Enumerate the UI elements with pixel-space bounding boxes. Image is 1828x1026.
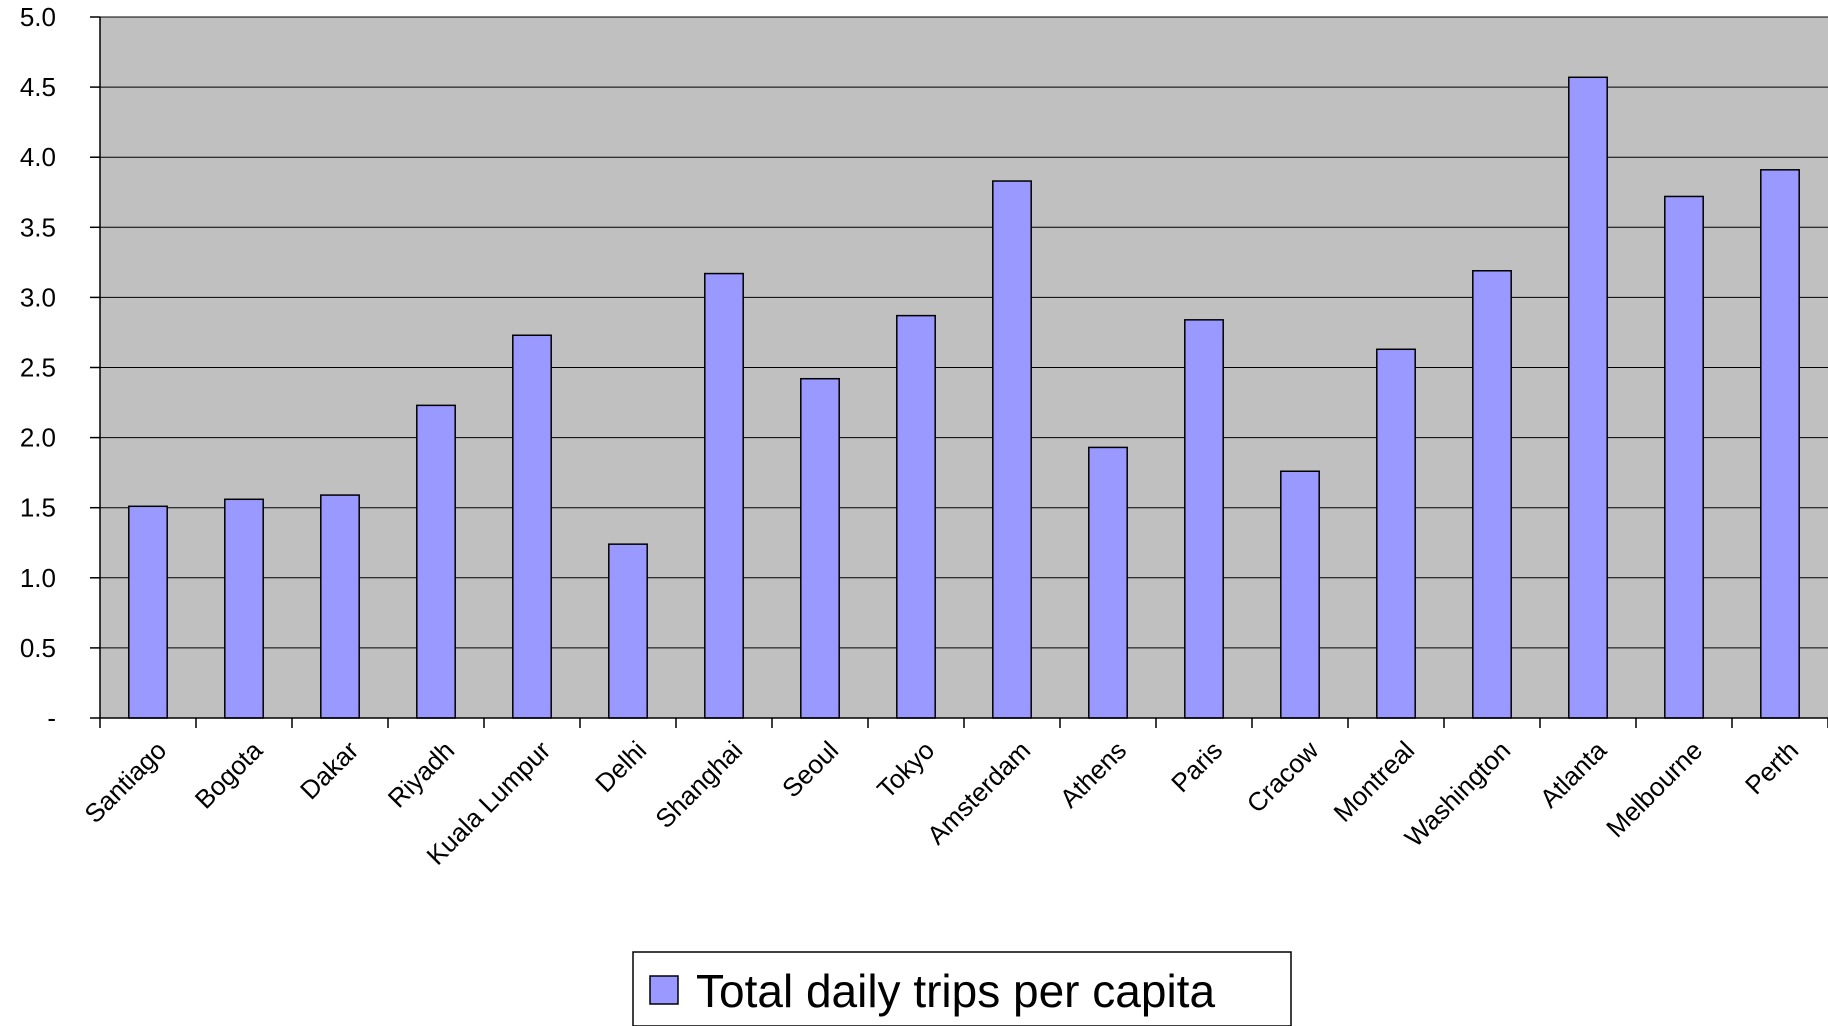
x-tick-label: Riyadh (382, 735, 460, 813)
bar-seoul (800, 377, 840, 719)
legend-label: Total daily trips per capita (696, 965, 1215, 1017)
gridlines (100, 16, 1828, 649)
y-tick-label: 5.0 (20, 2, 56, 32)
bar-kuala-lumpur (512, 334, 552, 719)
bar-melbourne (1664, 195, 1704, 719)
y-tick-label: 2.5 (20, 353, 56, 383)
x-tick-label: Paris (1165, 735, 1228, 798)
bar-bogota (224, 498, 264, 719)
x-tick-label: Atlanta (1534, 735, 1613, 814)
y-tick-label: 4.5 (20, 72, 56, 102)
y-tick-label: 3.5 (20, 212, 56, 242)
y-tick-label: 2.0 (20, 423, 56, 453)
bar-delhi (608, 543, 648, 719)
y-tick-label: 3.0 (20, 282, 56, 312)
y-tick-label: 0.5 (20, 633, 56, 663)
bar-perth (1760, 169, 1800, 719)
x-tick-label: Bogota (189, 735, 269, 815)
x-tick-label: Cracow (1241, 735, 1325, 819)
x-tick-label: Shanghai (649, 735, 748, 834)
x-axis-ticks (99, 718, 1828, 728)
x-tick-label: Tokyo (871, 735, 940, 804)
bar-athens (1088, 446, 1128, 719)
bar-riyadh (416, 404, 456, 719)
x-tick-label: Dakar (294, 735, 364, 805)
bars (128, 76, 1800, 719)
x-tick-label: Seoul (776, 735, 844, 803)
bar-shanghai (704, 272, 744, 719)
bar-washington (1472, 270, 1512, 719)
y-tick-label: 1.5 (20, 493, 56, 523)
bar-amsterdam (992, 180, 1032, 719)
bar-cracow (1280, 470, 1320, 719)
legend-swatch (649, 975, 679, 1005)
legend-box (632, 951, 1292, 1026)
y-tick-label: 1.0 (20, 563, 56, 593)
x-tick-label: Santiago (78, 735, 172, 829)
x-tick-label: Delhi (589, 735, 652, 798)
y-tick-label: - (47, 703, 56, 733)
bar-montreal (1376, 348, 1416, 719)
bar-tokyo (896, 314, 936, 719)
bar-paris (1184, 319, 1224, 719)
bar-atlanta (1568, 76, 1608, 719)
bar-santiago (128, 505, 168, 719)
x-tick-label: Perth (1739, 735, 1804, 800)
y-axis-ticks: - 0.5 1.0 1.5 2.0 2.5 3.0 3.5 4.0 4.5 5.0 (20, 2, 100, 733)
y-tick-label: 4.0 (20, 142, 56, 172)
bar-dakar (320, 494, 360, 719)
legend: Total daily trips per capita (632, 951, 1292, 1026)
x-tick-label: Amsterdam (921, 735, 1036, 850)
x-tick-label: Montreal (1328, 735, 1421, 828)
x-tick-label: Melbourne (1600, 735, 1708, 843)
x-tick-label: Athens (1054, 735, 1132, 813)
